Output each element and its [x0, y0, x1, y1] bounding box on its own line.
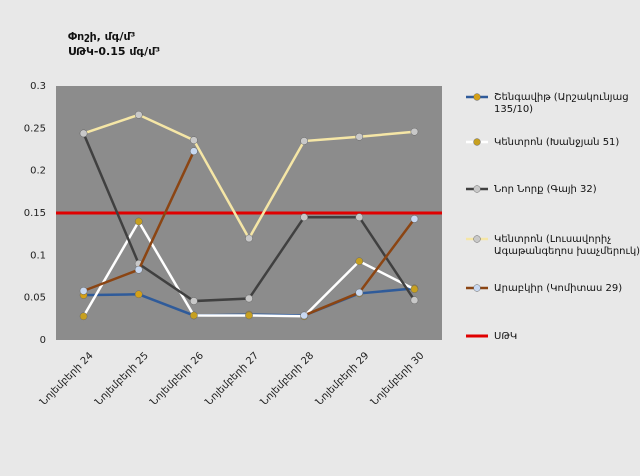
data-point — [134, 110, 143, 119]
chart-subtitle: ՍԹԿ-0.15 մգ/մ³ — [68, 45, 160, 58]
legend-item: ՍԹԿ — [466, 331, 517, 342]
y-tick-label: 0.3 — [30, 81, 46, 92]
x-tick-label: Նոյեմբերի 26 — [149, 350, 206, 407]
data-point — [190, 147, 198, 156]
y-axis: 0 0.05 0.1 0.15 0.2 0.25 0.3 — [24, 81, 46, 346]
data-point — [245, 234, 253, 243]
data-point — [79, 129, 88, 138]
data-point — [410, 285, 419, 294]
x-tick-label: Նոյեմբերի 29 — [314, 350, 371, 407]
chart-title-group: Փոշի, մգ/մ³ ՍԹԿ-0.15 մգ/մ³ — [68, 30, 160, 58]
legend-label: ՍԹԿ — [494, 331, 517, 342]
legend: Շենգավիթ (Արշակունյաց 135/10) Կենտրոն (Խան… — [466, 92, 640, 342]
y-tick-label: 0.2 — [30, 166, 46, 177]
legend-item: Արաբկիր (Կոմիտաս 29) — [466, 283, 622, 294]
legend-label: Կենտրոն (Խանջյան 51) — [494, 137, 619, 148]
x-tick-label: Նոյեմբերի 27 — [204, 350, 261, 407]
data-point — [410, 215, 419, 223]
data-point — [245, 294, 253, 303]
legend-label: Շենգավիթ (Արշակունյաց 135/10) — [494, 92, 629, 115]
legend-marker — [473, 138, 481, 146]
y-tick-label: 0.05 — [24, 293, 46, 304]
legend-item: Կենտրոն (Խանջյան 51) — [466, 137, 619, 148]
data-point — [300, 311, 308, 320]
data-point — [134, 217, 143, 226]
data-point — [79, 312, 88, 321]
x-tick-label: Նոյեմբերի 25 — [93, 350, 150, 407]
series-5 — [79, 147, 419, 320]
legend-label: Նոր Նորք (Գայի 32) — [494, 184, 597, 195]
legend-marker — [473, 284, 481, 292]
data-point — [79, 287, 88, 295]
data-point — [300, 213, 308, 222]
y-tick-label: 0.1 — [30, 250, 46, 261]
data-point — [190, 136, 198, 145]
data-point — [190, 297, 198, 305]
y-tick-label: 0.25 — [24, 123, 46, 134]
series-layer — [56, 110, 442, 321]
data-point — [134, 265, 143, 274]
legend-marker — [473, 185, 481, 193]
data-point — [300, 137, 308, 145]
data-point — [355, 213, 364, 222]
data-point — [134, 290, 143, 299]
data-point — [190, 311, 198, 320]
legend-label: Կենտրոն (Լուսավորիչ Ագաթանգեղոս խաչմերուկ… — [494, 234, 640, 257]
data-point — [245, 311, 253, 320]
legend-marker — [473, 235, 481, 243]
x-tick-label: Նոյեմբերի 24 — [38, 350, 95, 407]
x-tick-label: Նոյեմբերի 28 — [259, 350, 316, 407]
data-point — [410, 296, 419, 305]
legend-item: Կենտրոն (Լուսավորիչ Ագաթանգեղոս խաչմերուկ… — [466, 234, 640, 257]
legend-marker — [473, 93, 481, 101]
series-4 — [79, 110, 419, 243]
legend-item: Նոր Նորք (Գայի 32) — [466, 184, 597, 195]
legend-item: Շենգավիթ (Արշակունյաց 135/10) — [466, 92, 629, 115]
series-2 — [79, 217, 419, 321]
chart-title: Փոշի, մգ/մ³ — [68, 30, 136, 43]
data-point — [355, 132, 364, 141]
data-point — [355, 288, 364, 297]
x-tick-label: Նոյեմբերի 30 — [369, 350, 426, 407]
data-point — [410, 127, 419, 136]
legend-label: Արաբկիր (Կոմիտաս 29) — [494, 283, 622, 294]
y-tick-label: 0 — [40, 335, 46, 346]
data-point — [355, 257, 364, 266]
y-tick-label: 0.15 — [24, 208, 46, 219]
